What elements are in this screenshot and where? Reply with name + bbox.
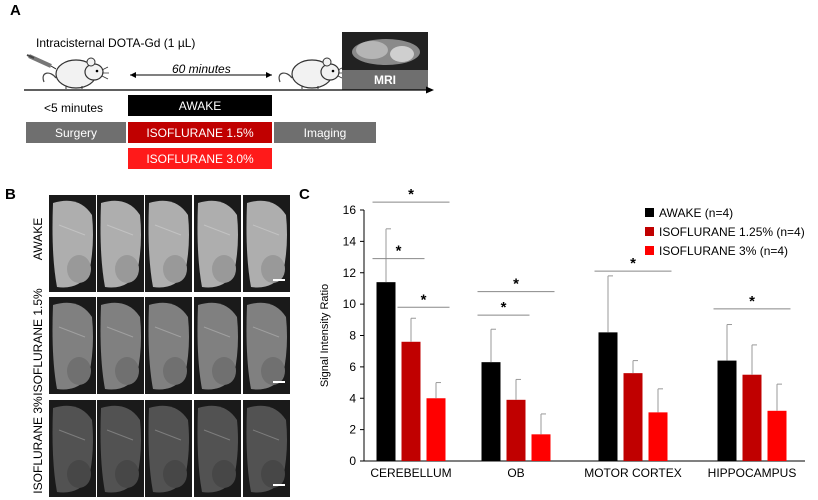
y-tick-label: 14 (343, 234, 357, 248)
row-label-awake: AWAKE (31, 217, 45, 261)
bar (767, 410, 787, 461)
legend-label: AWAKE (n=4) (659, 206, 733, 220)
duration-label: 60 minutes (172, 62, 231, 76)
iso30-box: ISOFLURANE 3.0% (128, 148, 272, 169)
mri-slice-image (242, 194, 291, 293)
y-tick-label: 4 (349, 391, 356, 405)
bar (481, 362, 501, 461)
bar (506, 399, 526, 461)
mri-slice-image (242, 296, 291, 395)
bar (401, 341, 421, 461)
y-tick-label: 10 (343, 297, 357, 311)
y-tick-label: 0 (349, 454, 356, 468)
mri-slice-image (48, 399, 97, 498)
bar (717, 360, 737, 461)
mri-thumbnail (342, 32, 428, 70)
mri-slice-image (242, 399, 291, 498)
legend-swatch (645, 227, 654, 236)
bar (648, 412, 668, 461)
mri-slice-image (48, 296, 97, 395)
mri-slice-image (193, 296, 242, 395)
mri-slice-image (48, 194, 97, 293)
bar (742, 374, 762, 461)
panel-label-a: A (10, 2, 21, 19)
panel-label-c: C (299, 186, 310, 203)
y-tick-label: 6 (349, 360, 356, 374)
significance-star: * (421, 291, 427, 308)
legend-label: ISOFLURANE 3% (n=4) (659, 244, 788, 258)
mouse-icon-imaging (278, 57, 345, 89)
y-tick-label: 12 (343, 266, 357, 280)
bar-chart: 0 2 4 6 8 10 12 14 16 Signal Intensity Ratio CEREB… (319, 186, 805, 480)
mri-slice-image (96, 194, 145, 293)
significance-star: * (408, 186, 414, 203)
iso15-box: ISOFLURANE 1.5% (128, 122, 272, 143)
legend-swatch (645, 208, 654, 217)
panel-label-b: B (5, 186, 16, 203)
duration-arrow (130, 72, 272, 78)
mouse-icon (42, 57, 109, 89)
y-tick-label: 8 (349, 329, 356, 343)
bar (598, 332, 618, 461)
significance-star: * (501, 299, 507, 316)
mri-slice-image (193, 399, 242, 498)
mri-slice-image (193, 194, 242, 293)
injection-label: Intracisternal DOTA-Gd (1 µL) (36, 36, 196, 50)
syringe-icon (26, 54, 56, 70)
mri-slice-image (144, 296, 193, 395)
awake-box: AWAKE (128, 95, 272, 116)
mri-slice-image (144, 399, 193, 498)
x-tick-label: MOTOR CORTEX (584, 466, 682, 480)
bar (623, 373, 643, 461)
mri-slice-image (96, 296, 145, 395)
significance-star: * (513, 276, 519, 293)
significance-star: * (749, 293, 755, 310)
y-tick-label: 2 (349, 423, 356, 437)
legend-label: ISOFLURANE 1.25% (n=4) (659, 225, 805, 239)
y-tick-label: 16 (343, 203, 357, 217)
bar (426, 398, 446, 461)
bar (531, 434, 551, 461)
x-tick-label: CEREBELLUM (370, 466, 451, 480)
mri-slice-image (144, 194, 193, 293)
row-label-iso3: ISOFLURANE 3% (31, 396, 45, 494)
significance-star: * (630, 255, 636, 272)
bar (376, 282, 396, 461)
surgery-box: Surgery (26, 122, 126, 143)
imaging-box: Imaging (274, 122, 376, 143)
pre-label: <5 minutes (44, 101, 104, 115)
x-tick-label: HIPPOCAMPUS (708, 466, 797, 480)
mri-slice-image (96, 399, 145, 498)
legend-swatch (645, 246, 654, 255)
significance-star: * (396, 243, 402, 260)
x-tick-label: OB (507, 466, 524, 480)
y-axis-label: Signal Intensity Ratio (319, 284, 331, 387)
mri-label: MRI (342, 70, 428, 90)
timeline-axis (24, 86, 434, 94)
row-label-iso15: ISOFLURANE 1.5% (31, 288, 45, 396)
